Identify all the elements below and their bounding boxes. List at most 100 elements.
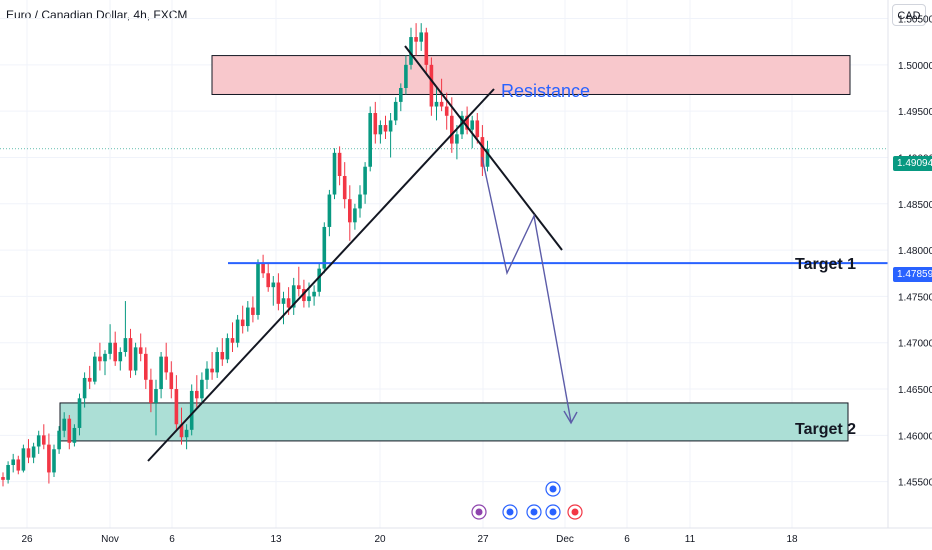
candle-body bbox=[57, 430, 61, 450]
last-price-tag: 1.49094 bbox=[893, 156, 932, 171]
currency-button[interactable]: CAD bbox=[892, 4, 926, 26]
candle-body bbox=[144, 353, 148, 380]
candle-body bbox=[21, 448, 26, 471]
x-tick-label: Dec bbox=[556, 534, 574, 545]
candle-body bbox=[103, 353, 107, 362]
candle-body bbox=[26, 448, 31, 458]
candle-body bbox=[225, 338, 230, 360]
candle-body bbox=[322, 226, 327, 269]
event-icon-dot bbox=[571, 508, 579, 516]
target-2-label: Target 2 bbox=[795, 421, 856, 438]
event-icon-dot bbox=[506, 508, 514, 516]
y-tick-label: 1.46000 bbox=[898, 431, 932, 442]
drawings: Resistance Target 1 Target 2 bbox=[147, 45, 888, 520]
candle-body bbox=[378, 125, 383, 135]
x-tick-label: Nov bbox=[101, 534, 119, 545]
candle-body bbox=[200, 379, 204, 399]
candle-body bbox=[62, 418, 66, 431]
event-icon-dot bbox=[549, 508, 557, 516]
candle-body bbox=[307, 296, 311, 302]
candle-body bbox=[399, 88, 403, 102]
zones bbox=[0, 55, 888, 442]
candle-body bbox=[409, 37, 413, 65]
y-tick-label: 1.49500 bbox=[898, 107, 932, 118]
event-icon-dot bbox=[475, 508, 483, 516]
candle-body bbox=[337, 152, 342, 176]
candle-body bbox=[470, 120, 474, 130]
candle-body bbox=[419, 32, 423, 42]
candle-body bbox=[261, 264, 265, 274]
resistance-label: Resistance bbox=[501, 81, 590, 101]
candle-body bbox=[297, 285, 301, 290]
candle-body bbox=[47, 444, 51, 473]
candle-body bbox=[154, 389, 158, 403]
candle-body bbox=[118, 352, 123, 362]
candle-body bbox=[465, 115, 469, 130]
x-tick-label: 11 bbox=[685, 534, 696, 545]
candle-body bbox=[195, 390, 199, 399]
event-icon-dot bbox=[549, 485, 557, 493]
candle-body bbox=[358, 194, 362, 209]
candle-body bbox=[210, 368, 214, 373]
y-tick-label: 1.45500 bbox=[898, 478, 932, 489]
x-tick-label: 6 bbox=[624, 534, 630, 545]
candle-body bbox=[373, 113, 378, 135]
candle-body bbox=[6, 465, 10, 480]
candle-body bbox=[164, 356, 168, 373]
candle-body bbox=[159, 356, 163, 390]
target-1-label: Target 1 bbox=[795, 256, 856, 273]
candle-body bbox=[230, 338, 235, 343]
candle-body bbox=[353, 208, 357, 223]
candle-body bbox=[138, 347, 143, 354]
candle-body bbox=[67, 418, 72, 443]
candle-body bbox=[475, 120, 480, 138]
candle-body bbox=[480, 137, 485, 167]
y-tick-label: 1.50500 bbox=[898, 15, 932, 26]
target1-price-tag: 1.47859 bbox=[893, 267, 932, 282]
candle-body bbox=[368, 113, 372, 167]
candle-body bbox=[169, 372, 174, 390]
ascending-trendline bbox=[147, 88, 495, 462]
candle-body bbox=[393, 101, 398, 121]
candle-body bbox=[383, 125, 388, 132]
candle-body bbox=[266, 273, 270, 288]
candle-body bbox=[77, 398, 82, 428]
candle-body bbox=[348, 199, 352, 223]
candle-body bbox=[342, 176, 347, 200]
candle-body bbox=[220, 352, 225, 360]
event-icon-dot bbox=[530, 508, 538, 516]
y-tick-label: 1.47500 bbox=[898, 292, 932, 303]
candle-body bbox=[72, 427, 77, 443]
candle-body bbox=[42, 435, 46, 445]
candles bbox=[1, 23, 490, 487]
candle-body bbox=[31, 446, 36, 458]
candle-body bbox=[460, 115, 464, 135]
x-tick-label: 6 bbox=[169, 534, 175, 545]
candle-body bbox=[215, 352, 219, 373]
candle-body bbox=[429, 64, 434, 107]
candle-body bbox=[450, 115, 454, 144]
x-tick-label: 18 bbox=[786, 534, 798, 545]
candle-body bbox=[179, 424, 184, 438]
candle-body bbox=[235, 319, 240, 343]
candle-body bbox=[184, 429, 189, 438]
candle-body bbox=[246, 307, 250, 327]
candle-body bbox=[174, 389, 179, 425]
candle-body bbox=[87, 377, 92, 382]
projection-arrowhead bbox=[563, 410, 578, 425]
candle-body bbox=[312, 291, 316, 297]
candle-body bbox=[149, 379, 153, 403]
candle-body bbox=[439, 101, 444, 107]
candle-body bbox=[286, 298, 291, 308]
y-tick-label: 1.46500 bbox=[898, 385, 932, 396]
candle-body bbox=[388, 120, 393, 132]
candle-body bbox=[113, 342, 117, 362]
candle-body bbox=[123, 338, 128, 352]
candle-body bbox=[82, 377, 87, 399]
candle-body bbox=[128, 338, 133, 371]
candle-body bbox=[98, 356, 102, 362]
y-tick-label: 1.48500 bbox=[898, 200, 932, 211]
candle-body bbox=[455, 134, 459, 144]
x-tick-label: 20 bbox=[374, 534, 386, 545]
